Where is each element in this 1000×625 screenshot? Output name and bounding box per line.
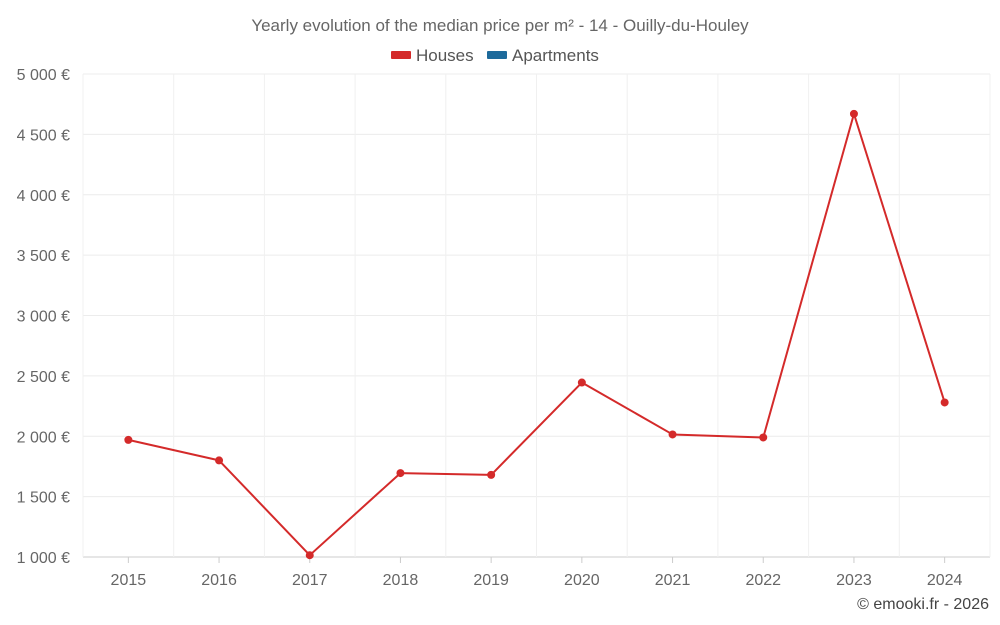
data-point-houses[interactable] [124,435,133,444]
data-point-houses[interactable] [577,378,586,387]
y-tick-label: 4 000 € [17,188,70,205]
legend-item-houses[interactable]: Houses [391,46,474,65]
x-tick-label: 2016 [201,572,237,589]
series-layer [124,109,949,560]
y-tick-label: 3 500 € [17,248,70,265]
x-tick-label: 2019 [473,572,509,589]
y-axis: 1 000 € 1 500 € 2 000 € 2 500 € 3 000 € 3 500… [17,67,70,567]
x-tick-label: 2018 [383,572,419,589]
chart-title: Yearly evolution of the median price per… [251,16,749,35]
x-axis: 2015 2016 2017 2018 2019 2020 2021 2022 2023 2024 [111,557,963,589]
y-tick-label: 3 000 € [17,309,70,326]
x-tick-label: 2024 [927,572,963,589]
y-tick-label: 1 500 € [17,490,70,507]
legend-item-apartments[interactable]: Apartments [487,46,599,65]
x-tick-label: 2022 [745,572,781,589]
data-point-houses[interactable] [487,470,496,479]
x-tick-label: 2015 [111,572,147,589]
copyright-text: © emooki.fr - 2026 [857,596,989,613]
legend-swatch-apartments [487,51,507,59]
data-point-houses[interactable] [668,430,677,439]
legend-swatch-houses [391,51,411,59]
grid [82,73,991,558]
y-tick-label: 2 500 € [17,369,70,386]
data-point-houses[interactable] [849,109,858,118]
x-tick-label: 2021 [655,572,691,589]
legend-label-houses: Houses [416,46,474,65]
y-tick-label: 4 500 € [17,127,70,144]
y-tick-label: 1 000 € [17,550,70,567]
data-point-houses[interactable] [396,469,405,478]
y-tick-label: 2 000 € [17,429,70,446]
data-point-houses[interactable] [305,551,314,560]
series-line-houses [128,112,946,557]
x-tick-label: 2020 [564,572,600,589]
y-tick-label: 5 000 € [17,67,70,84]
legend-label-apartments: Apartments [512,46,599,65]
data-point-houses[interactable] [215,456,224,465]
data-point-houses[interactable] [940,398,949,407]
data-point-houses[interactable] [759,433,768,442]
x-tick-label: 2017 [292,572,328,589]
x-tick-label: 2023 [836,572,872,589]
legend: Houses Apartments [391,46,599,65]
